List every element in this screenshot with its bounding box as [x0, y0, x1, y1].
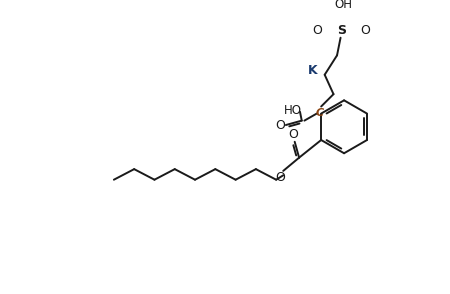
Text: O: O	[275, 118, 285, 131]
Text: K: K	[307, 64, 317, 77]
Text: C: C	[315, 108, 324, 118]
Text: O: O	[360, 24, 370, 37]
Text: HO: HO	[284, 103, 302, 116]
Text: S: S	[337, 24, 346, 37]
Text: O: O	[288, 128, 298, 141]
Text: O: O	[275, 171, 285, 184]
Text: OH: OH	[334, 0, 352, 11]
Text: O: O	[313, 24, 323, 37]
